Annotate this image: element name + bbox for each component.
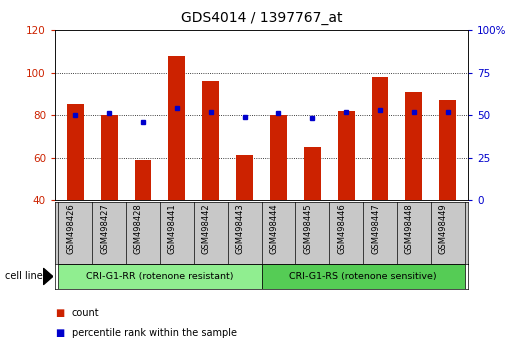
- Bar: [371, 77, 389, 200]
- Text: CRI-G1-RR (rotenone resistant): CRI-G1-RR (rotenone resistant): [86, 272, 234, 281]
- Bar: [168, 56, 185, 200]
- Text: GSM498441: GSM498441: [168, 204, 177, 254]
- Text: ■: ■: [55, 308, 64, 318]
- Bar: [405, 92, 423, 200]
- Text: GSM498427: GSM498427: [100, 204, 109, 255]
- Text: GSM498444: GSM498444: [269, 204, 278, 254]
- Bar: [338, 111, 355, 200]
- Bar: [262, 264, 465, 289]
- Text: GSM498442: GSM498442: [202, 204, 211, 254]
- Text: GSM498449: GSM498449: [439, 204, 448, 254]
- Text: count: count: [72, 308, 99, 318]
- Bar: [304, 147, 321, 200]
- Bar: [100, 115, 118, 200]
- Text: GDS4014 / 1397767_at: GDS4014 / 1397767_at: [181, 11, 342, 25]
- Text: CRI-G1-RS (rotenone sensitive): CRI-G1-RS (rotenone sensitive): [289, 272, 437, 281]
- Bar: [439, 100, 456, 200]
- Text: GSM498445: GSM498445: [303, 204, 312, 254]
- Text: GSM498443: GSM498443: [235, 204, 245, 255]
- Bar: [58, 264, 262, 289]
- Text: percentile rank within the sample: percentile rank within the sample: [72, 328, 236, 338]
- Text: GSM498448: GSM498448: [405, 204, 414, 255]
- Text: GSM498428: GSM498428: [134, 204, 143, 255]
- Text: GSM498426: GSM498426: [66, 204, 75, 255]
- Bar: [67, 104, 84, 200]
- Text: cell line: cell line: [5, 272, 43, 281]
- Text: ■: ■: [55, 328, 64, 338]
- Bar: [236, 155, 253, 200]
- Bar: [202, 81, 219, 200]
- Polygon shape: [43, 268, 53, 285]
- Text: GSM498447: GSM498447: [371, 204, 380, 255]
- Bar: [134, 160, 152, 200]
- Bar: [270, 115, 287, 200]
- Text: GSM498446: GSM498446: [337, 204, 346, 255]
